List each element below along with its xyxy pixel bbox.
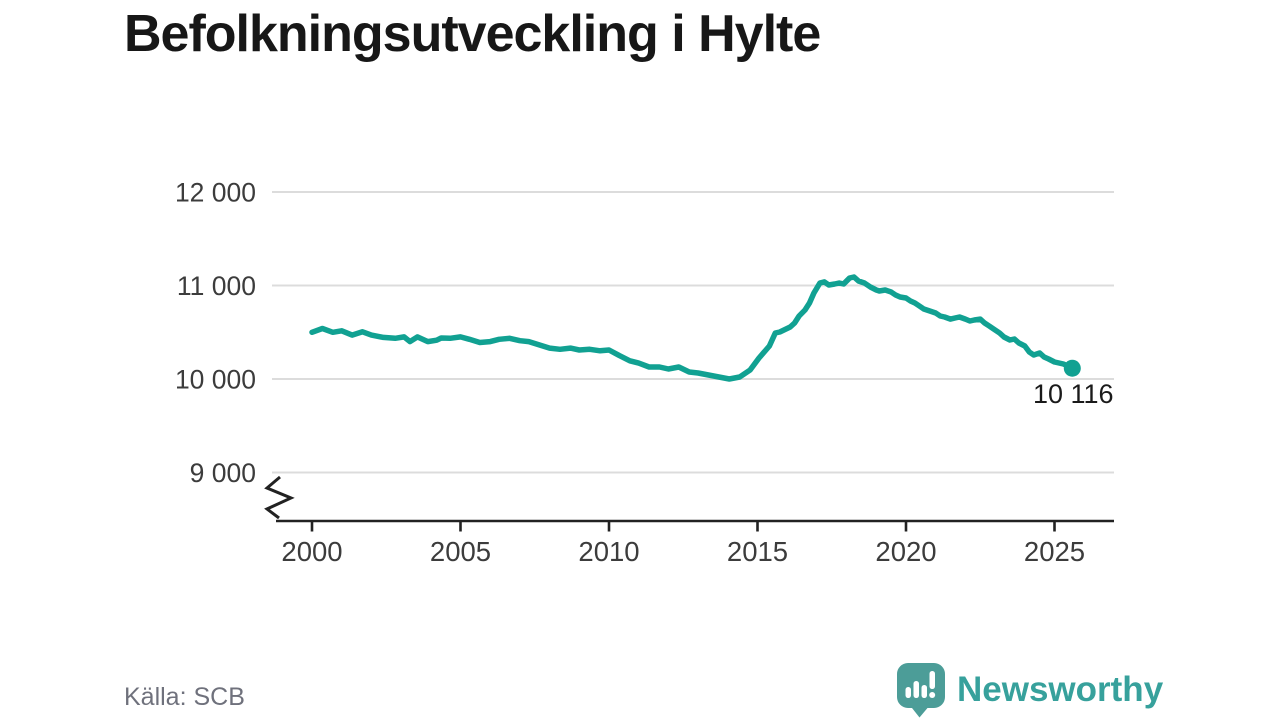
y-tick-label: 9 000: [190, 458, 256, 488]
page-title: Befolkningsutveckling i Hylte: [124, 5, 821, 63]
newsworthy-logo: Newsworthy: [895, 662, 1163, 718]
logo-exclamation-bar: [929, 671, 935, 689]
x-tick-label: 2010: [578, 536, 639, 567]
logo-bar-1: [905, 687, 911, 698]
logo-bar-2: [913, 681, 919, 698]
newsworthy-wordmark: Newsworthy: [957, 670, 1164, 709]
x-tick-label: 2015: [727, 536, 788, 567]
y-tick-label: 10 000: [175, 365, 256, 395]
axis-break-zigzag-icon: [264, 475, 295, 520]
y-tick-label: 11 000: [177, 271, 256, 301]
population-line: [309, 274, 1076, 382]
end-point-dot: [1063, 359, 1081, 377]
logo-exclamation-dot: [929, 692, 936, 698]
newsworthy-speech-bubble-bar-chart-icon: [897, 663, 945, 718]
x-tick-label: 2025: [1024, 536, 1085, 567]
source-label: Källa: SCB: [124, 683, 245, 711]
x-tick-label: 2020: [875, 536, 936, 567]
y-tick-label: 12 000: [175, 178, 256, 208]
logo-bar-3: [921, 685, 927, 698]
x-tick-label: 2005: [430, 536, 491, 567]
x-tick-label: 2000: [281, 536, 342, 567]
end-value-label: 10 116: [1033, 379, 1114, 409]
